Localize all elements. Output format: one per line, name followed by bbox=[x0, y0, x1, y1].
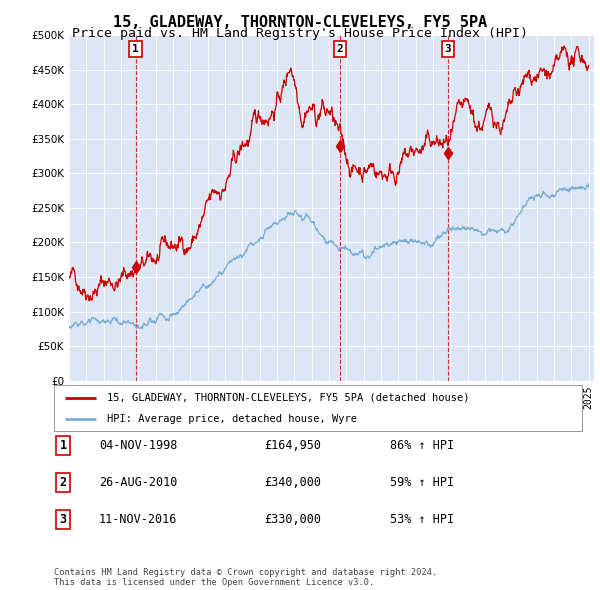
Text: 26-AUG-2010: 26-AUG-2010 bbox=[99, 476, 178, 489]
Text: £340,000: £340,000 bbox=[264, 476, 321, 489]
Text: 3: 3 bbox=[445, 44, 451, 54]
Text: 2: 2 bbox=[337, 44, 344, 54]
Text: 15, GLADEWAY, THORNTON-CLEVELEYS, FY5 5PA (detached house): 15, GLADEWAY, THORNTON-CLEVELEYS, FY5 5P… bbox=[107, 392, 469, 402]
Text: 04-NOV-1998: 04-NOV-1998 bbox=[99, 439, 178, 452]
Text: 1: 1 bbox=[59, 439, 67, 452]
Text: 2: 2 bbox=[59, 476, 67, 489]
Text: 86% ↑ HPI: 86% ↑ HPI bbox=[390, 439, 454, 452]
Text: 59% ↑ HPI: 59% ↑ HPI bbox=[390, 476, 454, 489]
Text: Contains HM Land Registry data © Crown copyright and database right 2024.
This d: Contains HM Land Registry data © Crown c… bbox=[54, 568, 437, 587]
Text: 3: 3 bbox=[59, 513, 67, 526]
Text: 1: 1 bbox=[132, 44, 139, 54]
Text: 15, GLADEWAY, THORNTON-CLEVELEYS, FY5 5PA: 15, GLADEWAY, THORNTON-CLEVELEYS, FY5 5P… bbox=[113, 15, 487, 30]
Text: 11-NOV-2016: 11-NOV-2016 bbox=[99, 513, 178, 526]
Text: 53% ↑ HPI: 53% ↑ HPI bbox=[390, 513, 454, 526]
Text: Price paid vs. HM Land Registry's House Price Index (HPI): Price paid vs. HM Land Registry's House … bbox=[72, 27, 528, 40]
Text: HPI: Average price, detached house, Wyre: HPI: Average price, detached house, Wyre bbox=[107, 414, 357, 424]
Text: £330,000: £330,000 bbox=[264, 513, 321, 526]
Text: £164,950: £164,950 bbox=[264, 439, 321, 452]
